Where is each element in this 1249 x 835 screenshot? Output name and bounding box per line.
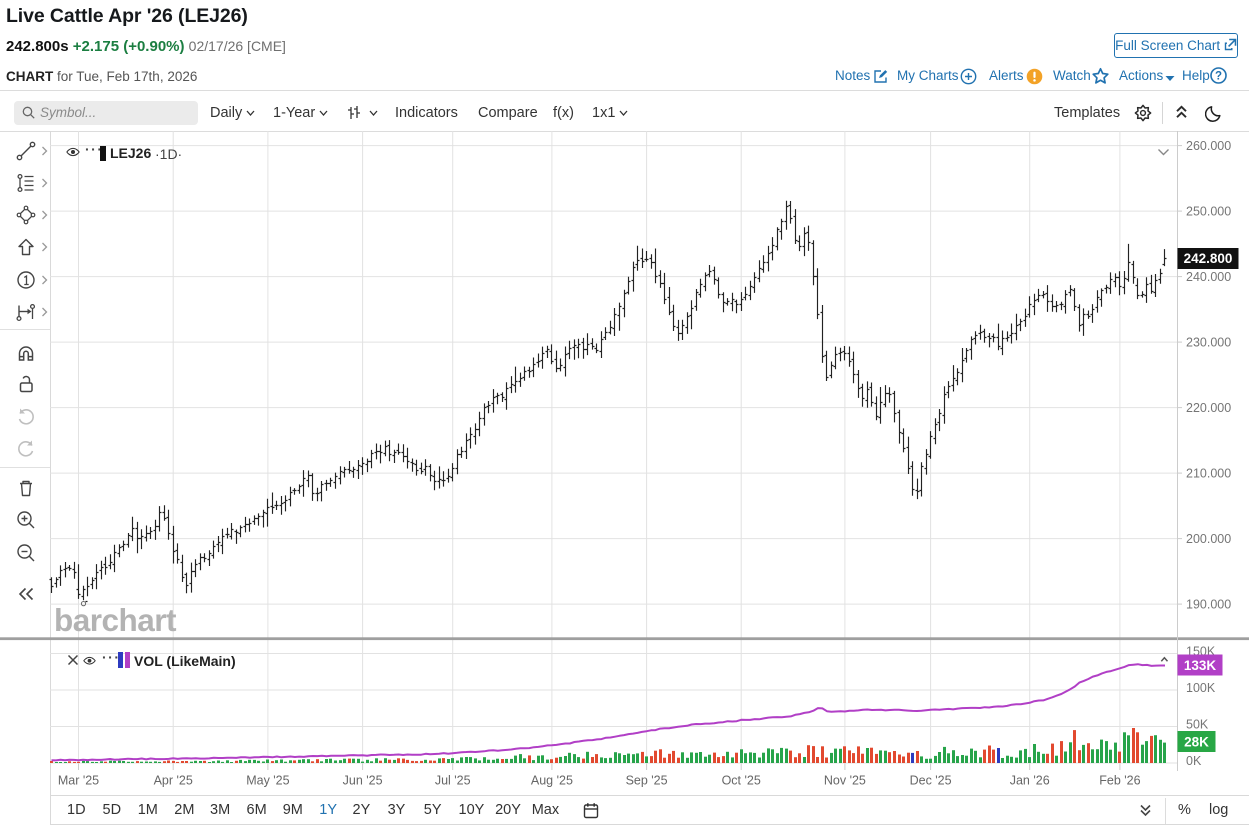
svg-text:242.800: 242.800	[1184, 251, 1233, 266]
svg-text:200.000: 200.000	[1186, 532, 1231, 546]
svg-text:190.000: 190.000	[1186, 597, 1231, 611]
svg-text:220.000: 220.000	[1186, 401, 1231, 415]
svg-text:Nov '25: Nov '25	[824, 774, 866, 788]
svg-text:Dec '25: Dec '25	[910, 774, 952, 788]
svg-text:Feb '26: Feb '26	[1099, 774, 1140, 788]
svg-text:barchart: barchart	[54, 602, 177, 638]
svg-text:Oct '25: Oct '25	[722, 774, 761, 788]
svg-text:Aug '25: Aug '25	[531, 774, 573, 788]
svg-text:100K: 100K	[1186, 681, 1216, 695]
svg-text:May '25: May '25	[246, 774, 289, 788]
svg-text:Jun '25: Jun '25	[343, 774, 383, 788]
svg-text:28K: 28K	[1184, 734, 1209, 749]
svg-text:Jul '25: Jul '25	[435, 774, 471, 788]
svg-text:210.000: 210.000	[1186, 466, 1231, 480]
svg-text:Jan '26: Jan '26	[1010, 774, 1050, 788]
svg-text:Sep '25: Sep '25	[626, 774, 668, 788]
svg-text:250.000: 250.000	[1186, 204, 1231, 218]
svg-text:230.000: 230.000	[1186, 335, 1231, 349]
svg-text:0K: 0K	[1186, 754, 1202, 768]
svg-text:?: ?	[1215, 71, 1222, 83]
svg-text:Apr '25: Apr '25	[154, 774, 193, 788]
svg-text:240.000: 240.000	[1186, 270, 1231, 284]
svg-text:260.000: 260.000	[1186, 139, 1231, 153]
svg-text:Mar '25: Mar '25	[58, 774, 99, 788]
svg-text:133K: 133K	[1184, 658, 1217, 673]
svg-text:50K: 50K	[1186, 718, 1209, 732]
